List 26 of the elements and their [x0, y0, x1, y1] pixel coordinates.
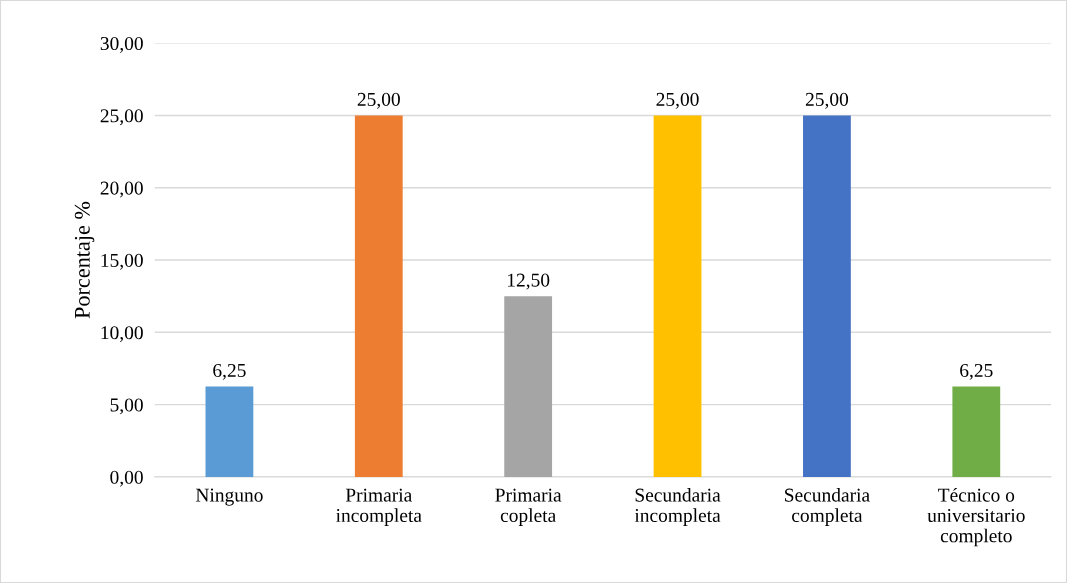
y-tick-label: 10,00 [101, 326, 143, 343]
y-tick-label: 25,00 [100, 109, 143, 126]
data-label: 12,50 [508, 273, 550, 290]
bar [205, 386, 254, 477]
data-label: 25,00 [656, 92, 699, 109]
x-tick-label: Primaria incompleta [336, 488, 422, 526]
bar [952, 386, 1001, 477]
bar [653, 115, 702, 477]
x-tick-label: Secundaria incompleta [634, 488, 721, 526]
bar [354, 115, 403, 477]
data-label: 6,25 [213, 363, 246, 380]
data-label: 25,00 [357, 92, 400, 109]
bar [504, 296, 553, 477]
y-tick-label: 30,00 [100, 36, 143, 53]
y-tick-label: 15,00 [101, 253, 143, 270]
y-tick-label: 0,00 [110, 470, 143, 487]
x-tick-label: Técnico o universitario completo [927, 487, 1025, 547]
y-tick-label: 5,00 [110, 398, 143, 415]
y-tick-label: 20,00 [100, 181, 143, 198]
x-tick-label: Secundaria completa [785, 488, 870, 526]
y-axis-title: Porcentaje % [74, 201, 95, 319]
data-label: 25,00 [805, 92, 849, 109]
x-tick-label: Primaria copleta [495, 488, 562, 526]
x-tick-label: Ninguno [195, 488, 263, 506]
data-label: 6,25 [960, 363, 993, 380]
bar [803, 115, 851, 477]
